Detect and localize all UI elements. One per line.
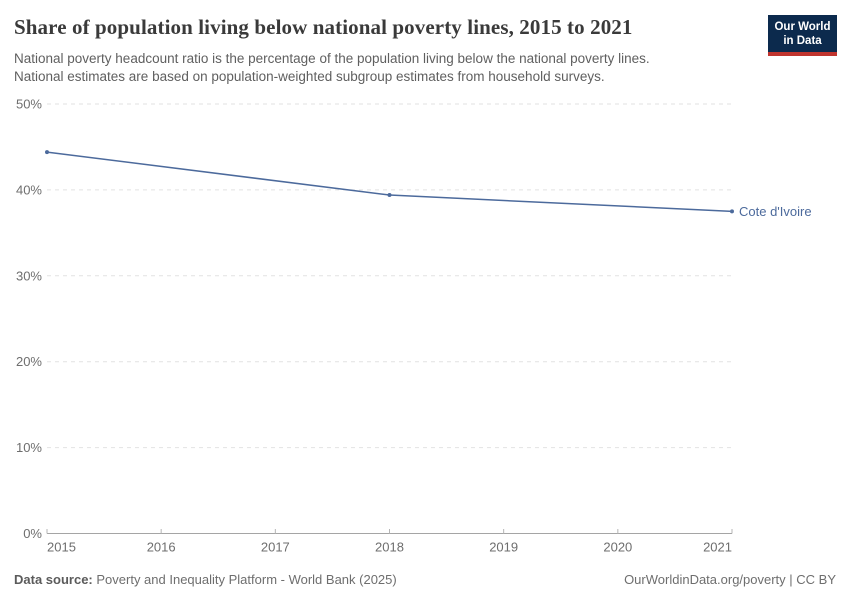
y-axis-label: 50% bbox=[16, 97, 42, 112]
chart-footer: Data source: Poverty and Inequality Plat… bbox=[14, 572, 836, 587]
data-point bbox=[45, 150, 49, 155]
data-point bbox=[730, 209, 734, 214]
x-axis-label: 2019 bbox=[489, 540, 518, 555]
data-point bbox=[387, 193, 392, 198]
y-axis-label: 30% bbox=[16, 268, 42, 283]
owid-logo-line-2: in Data bbox=[783, 35, 822, 47]
y-axis-label: 0% bbox=[23, 526, 42, 541]
data-source-value: Poverty and Inequality Platform - World … bbox=[96, 572, 397, 587]
chart-title: Share of population living below nationa… bbox=[14, 15, 633, 39]
chart-subtitle-line-1: National poverty headcount ratio is the … bbox=[14, 51, 650, 66]
footer-license: OurWorldinData.org/poverty | CC BY bbox=[624, 572, 836, 587]
chart-subtitle: National poverty headcount ratio is the … bbox=[14, 50, 774, 85]
x-axis-label: 2015 bbox=[47, 540, 76, 555]
owid-logo-line-1: Our World bbox=[774, 21, 831, 33]
chart-subtitle-line-2: National estimates are based on populati… bbox=[14, 68, 605, 84]
x-axis-label: 2020 bbox=[603, 540, 632, 555]
x-axis-label: 2021 bbox=[703, 540, 732, 555]
owid-logo: Our World in Data bbox=[768, 15, 837, 56]
y-axis-label: 20% bbox=[16, 354, 42, 369]
y-axis-label: 40% bbox=[16, 182, 42, 197]
series-line bbox=[46, 151, 733, 213]
y-axis-label: 10% bbox=[16, 440, 42, 455]
series-end-label: Cote d'Ivoire bbox=[739, 204, 812, 219]
x-axis-label: 2018 bbox=[375, 540, 404, 555]
data-source: Data source: Poverty and Inequality Plat… bbox=[14, 572, 397, 587]
data-source-label: Data source: bbox=[14, 572, 93, 587]
x-axis-label: 2017 bbox=[261, 540, 290, 555]
x-axis-label: 2016 bbox=[147, 540, 176, 555]
